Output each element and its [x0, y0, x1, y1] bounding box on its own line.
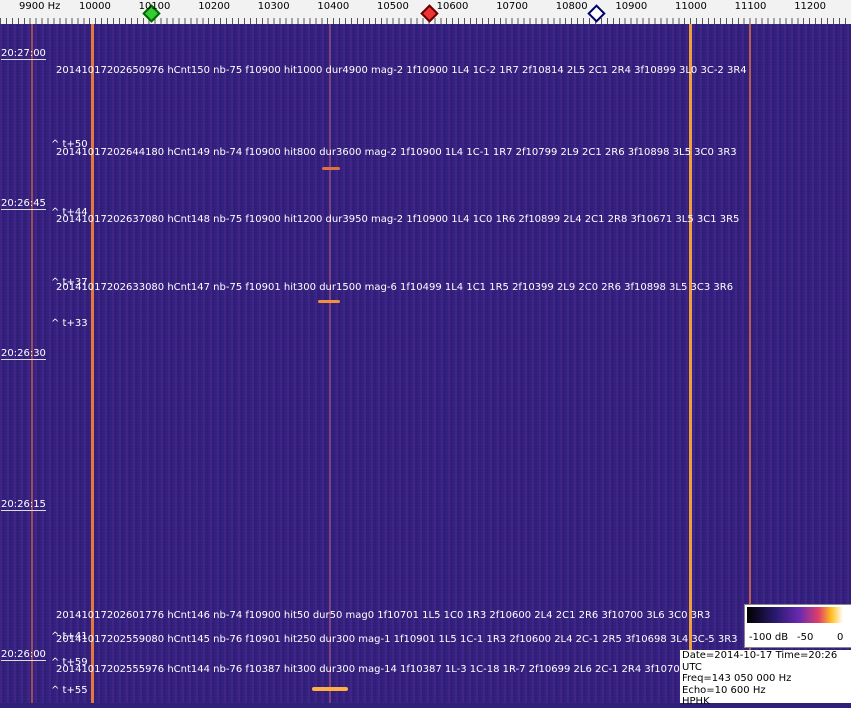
info-line: Date=2014-10-17 Time=20:26 UTC — [682, 650, 838, 673]
colorbar-gradient — [747, 607, 843, 623]
info-line: HPHK — [682, 696, 710, 707]
time-label: 20:26:15 — [1, 499, 46, 511]
freq-label: 10800 — [555, 1, 588, 12]
info-box: Date=2014-10-17 Time=20:26 UTC Freq=143 0… — [680, 650, 851, 707]
freq-label: 10900 — [615, 1, 648, 12]
signal-line — [31, 24, 33, 703]
colorbar-label: -100 dB — [749, 632, 789, 643]
time-label: 20:26:00 — [1, 649, 46, 661]
time-label: 20:26:45 — [1, 198, 46, 210]
freq-label: 10500 — [377, 1, 409, 12]
colorbar-label: 0 — [837, 632, 844, 643]
freq-label: 11100 — [734, 1, 767, 12]
freq-label: 10600 — [436, 1, 469, 12]
colorbar: -100 dB -50 0 — [744, 604, 851, 648]
time-label: 20:27:00 — [1, 48, 46, 60]
freq-label: 10100 — [138, 1, 171, 12]
annotation: ^ t+41 — [51, 631, 88, 642]
log-line: 20141017202559080 hCnt145 nb-76 f10901 h… — [56, 634, 738, 645]
freq-label: 10200 — [198, 1, 230, 12]
freq-label: 10400 — [317, 1, 350, 12]
annotation: ^ t+50 — [51, 139, 88, 150]
colorbar-label: -50 — [797, 632, 814, 643]
echo — [322, 167, 340, 170]
freq-label: 11000 — [675, 1, 707, 12]
log-line: 20141017202555976 hCnt144 nb-76 f10387 h… — [56, 664, 708, 675]
signal-line — [91, 24, 94, 703]
log-line: 20141017202637080 hCnt148 nb-75 f10900 h… — [56, 214, 740, 225]
annotation: ^ t+44 — [51, 207, 88, 218]
spectrogram — [0, 24, 851, 703]
annotation: ^ t+55 — [51, 685, 88, 696]
log-line: 20141017202601776 hCnt146 nb-74 f10900 h… — [56, 610, 711, 621]
signal-line — [329, 24, 331, 703]
echo — [318, 300, 340, 303]
freq-label: 9900 Hz — [19, 1, 61, 12]
annotation: ^ t+33 — [51, 318, 88, 329]
freq-label: 10000 — [79, 1, 111, 12]
freq-label: 10300 — [257, 1, 290, 12]
signal-line — [689, 24, 692, 703]
time-label: 20:26:30 — [1, 348, 46, 360]
echo — [312, 687, 348, 691]
log-line: 20141017202633080 hCnt147 nb-75 f10901 h… — [56, 282, 734, 293]
log-line: 20141017202644180 hCnt149 nb-74 f10900 h… — [56, 147, 737, 158]
log-line: 20141017202650976 hCnt150 nb-75 f10900 h… — [56, 65, 747, 76]
annotation: ^ t+59 — [51, 657, 88, 668]
info-line: Freq=143 050 000 Hz — [682, 673, 792, 684]
signal-line — [749, 24, 751, 703]
freq-label: 10700 — [496, 1, 528, 12]
info-line: Echo=10 600 Hz — [682, 684, 766, 696]
annotation: ^ t+37 — [51, 277, 88, 288]
freq-label: 11200 — [794, 1, 826, 12]
